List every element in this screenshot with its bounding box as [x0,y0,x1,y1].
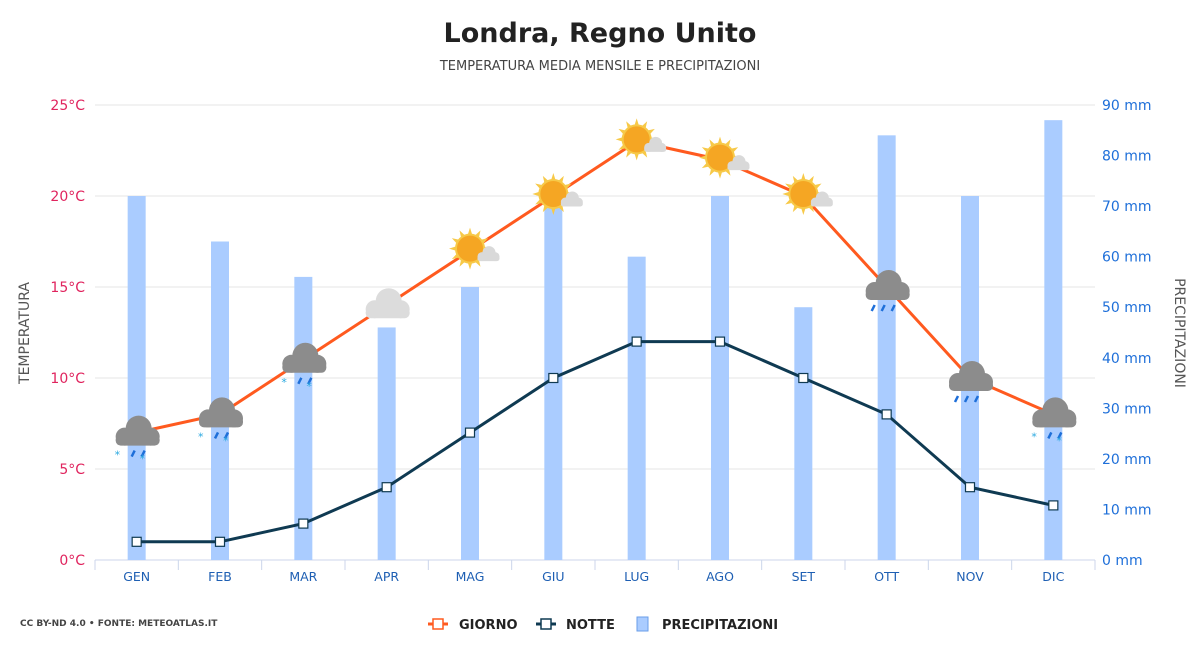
precip-bar [711,196,729,560]
right-axis-title: PRECIPITAZIONI [1171,278,1187,388]
notte-point [131,536,142,547]
x-tick-label: NOV [956,569,984,584]
x-tick-label: AGO [706,569,734,584]
source-credit: CC BY-ND 4.0 • FONTE: METEOATLAS.IT [20,619,218,629]
x-tick-label: FEB [208,569,232,584]
left-tick-label: 15°C [50,280,85,296]
svg-text:*: * [115,449,121,462]
precip-bar [794,307,813,560]
precip-bar [294,276,313,560]
left-tick-label: 5°C [59,462,85,478]
left-tick-label: 25°C [50,98,85,114]
cloud-rain-snow-icon: * * [1031,397,1077,447]
notte-point [631,336,642,347]
right-tick-label: 70 mm [1102,199,1152,215]
x-tick-label: DIC [1042,569,1064,584]
right-tick-label: 40 mm [1102,351,1152,367]
notte-point [298,518,309,529]
sun-cloud-icon [615,118,667,161]
right-tick-label: 50 mm [1102,300,1152,316]
sun-cloud-icon [782,173,833,215]
sun-cloud-icon [449,227,500,270]
notte-point [1048,500,1059,511]
right-tick-label: 10 mm [1102,502,1152,518]
sun-cloud-icon [699,136,750,179]
legend-label: NOTTE [566,618,615,633]
x-tick-label: MAG [456,569,485,584]
precip-bar [127,196,146,560]
cloud-rain-icon [865,270,910,312]
precip-bar [377,327,396,560]
cloud-icon [365,288,410,319]
left-axis-title: TEMPERATURA [17,282,33,385]
svg-text:*: * [281,376,287,389]
x-tick-label: SET [792,569,816,584]
precip-bar [1044,120,1063,561]
right-tick-label: 20 mm [1102,452,1152,468]
notte-point [881,409,892,420]
notte-point [714,336,726,347]
cloud-rain-icon [949,361,993,403]
legend-label: PRECIPITAZIONI [662,618,778,633]
x-tick-label: LUG [624,569,649,584]
cloud-rain-snow-icon: * * [115,415,160,466]
svg-text:*: * [1031,430,1037,443]
precip-bar [461,287,479,560]
chart-subtitle: TEMPERATURA MEDIA MENSILE E PRECIPITAZIO… [439,59,760,74]
left-tick-label: 0°C [59,553,85,569]
notte-point [464,427,476,438]
notte-line [136,340,1054,544]
svg-text:*: * [140,453,146,466]
right-tick-label: 30 mm [1102,401,1152,417]
precip-bar [627,256,646,560]
left-tick-label: 10°C [50,371,85,387]
svg-text:*: * [1056,434,1062,447]
left-tick-label: 20°C [50,189,85,205]
legend-giorno[interactable]: GIORNO [428,618,518,633]
cloud-rain-snow-icon: * * [198,397,243,447]
x-tick-label: GEN [123,569,150,584]
svg-text:*: * [306,380,312,393]
notte-point [214,536,226,547]
right-tick-label: 90 mm [1102,98,1152,114]
legend: GIORNO NOTTE PRECIPITAZIONI [428,616,778,633]
svg-text:*: * [223,434,229,447]
x-tick-label: MAR [289,569,317,584]
notte-point [964,482,976,493]
chart-title: Londra, Regno Unito [444,18,757,49]
notte-point [798,372,809,384]
cloud-rain-snow-icon: * * [281,342,327,393]
legend-precipitazioni[interactable]: PRECIPITAZIONI [636,616,778,633]
sun-cloud-icon [532,173,583,215]
right-tick-label: 0 mm [1102,553,1143,569]
right-tick-label: 80 mm [1102,149,1152,165]
legend-notte[interactable]: NOTTE [536,618,615,633]
x-tick-label: OTT [874,569,899,584]
legend-label: GIORNO [459,618,518,633]
right-tick-label: 60 mm [1102,250,1152,266]
precip-bar [877,135,896,561]
x-tick-label: APR [374,569,399,584]
svg-text:*: * [198,430,204,443]
notte-point [548,372,559,384]
precip-bar [544,180,563,561]
x-tick-label: GIU [542,569,565,584]
notte-point [381,482,392,493]
